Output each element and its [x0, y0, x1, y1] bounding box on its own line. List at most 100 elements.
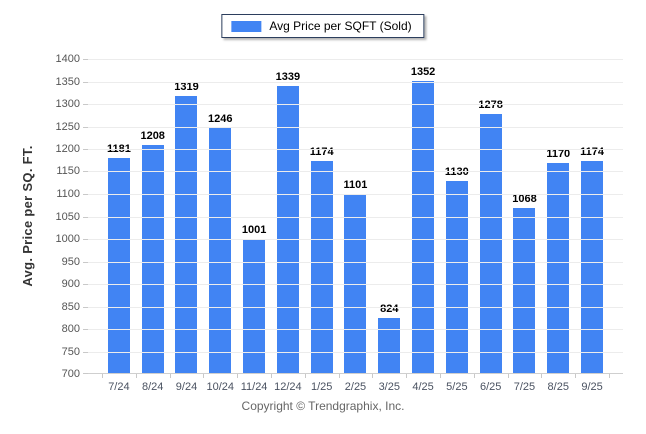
x-axis-tick-label: 1/25 [310, 381, 333, 393]
x-axis-tick [440, 374, 441, 378]
x-axis-tick [372, 374, 374, 378]
y-axis-tick-labels: 700 750 800 850 900 950 1000 1050 1100 1150 1200 12… [36, 53, 82, 380]
gridline [88, 352, 623, 353]
x-axis-tick-label: 6/25 [479, 381, 502, 393]
y-axis-tick [83, 127, 88, 128]
x-axis-tick [304, 374, 306, 378]
y-axis-tick [83, 262, 88, 263]
x-axis-tick [237, 374, 239, 378]
x-axis-tick-label: 4/25 [412, 381, 434, 393]
gridline [88, 171, 623, 172]
bar-12/24 [276, 86, 299, 374]
bar-11/24 [243, 238, 266, 374]
y-axis-tick [83, 171, 88, 172]
y-axis-tick [83, 194, 88, 195]
x-axis-tick-label: 12/24 [274, 381, 302, 393]
bar-value-label: 1246 [208, 113, 233, 126]
bar-slot: 1181 [102, 59, 136, 374]
copyright-text: Copyright © Trendgraphix, Inc. [241, 399, 405, 413]
y-axis-tick [83, 284, 88, 285]
x-axis-tick [541, 374, 543, 378]
x-axis-tick [473, 374, 475, 378]
gridline [88, 127, 623, 128]
x-axis-tick-label: 11/24 [240, 381, 268, 393]
bar-value-label: 1101 [343, 178, 368, 191]
y-axis-tick [83, 217, 88, 218]
y-axis-tick-label: 1250 [55, 121, 80, 133]
y-axis-tick-label: 1300 [55, 98, 80, 110]
bar-slot: 1208 [136, 59, 170, 374]
y-axis-tick [83, 149, 88, 150]
gridline [88, 217, 623, 218]
y-axis-tick [83, 352, 88, 353]
x-axis-tick [271, 374, 272, 378]
bar-9/25 [581, 160, 604, 374]
gridline [88, 59, 623, 60]
x-axis-tick-label: 3/25 [378, 381, 400, 393]
bar-3/25 [378, 318, 401, 374]
bar-slot: 1068 [508, 59, 542, 374]
y-axis-tick-label: 1050 [55, 211, 80, 223]
bar-7/24 [107, 157, 130, 374]
y-axis-tick-label: 850 [61, 301, 80, 313]
x-axis-tick [609, 374, 610, 378]
y-axis-tick [83, 59, 88, 60]
y-axis-tick [83, 373, 88, 374]
x-axis-line [84, 373, 623, 374]
gridline [88, 284, 623, 285]
y-axis-tick-label: 1150 [56, 165, 80, 177]
y-axis-tick-label: 1400 [55, 53, 80, 65]
y-axis-tick [83, 307, 88, 308]
bar-slot: 1319 [170, 59, 204, 374]
bar-slot: 1101 [339, 59, 373, 374]
y-axis-tick-label: 1000 [55, 233, 80, 245]
bar-value-label: 1174 [309, 145, 334, 158]
y-axis-tick-label: 1350 [55, 76, 80, 88]
y-axis-tick [83, 104, 88, 105]
bar-value-label: 1174 [580, 145, 604, 158]
bar-slot: 1246 [203, 59, 237, 374]
legend-label: Avg Price per SQFT (Sold) [269, 19, 412, 33]
bar-4/25 [412, 80, 435, 374]
bar-value-label: 824 [380, 303, 399, 316]
bar-value-label: 1352 [410, 65, 436, 78]
bar-slot: 1352 [406, 59, 440, 374]
bar-1/25 [310, 160, 333, 374]
x-axis-tick [338, 374, 340, 378]
bar-8/24 [141, 145, 164, 374]
bar-value-label: 1339 [275, 71, 301, 84]
x-axis-tick [575, 374, 577, 378]
bars-row: 1181 1208 1319 1246 1001 1339 1174 1101 824 1352 1… [88, 59, 623, 374]
bar-value-label: 1068 [512, 193, 537, 206]
bar-7/25 [513, 208, 536, 374]
bar-5/25 [445, 180, 468, 374]
x-axis-tick [406, 374, 408, 378]
bar-9/24 [175, 95, 198, 374]
x-axis-tick [102, 374, 103, 378]
x-axis-tick [203, 374, 205, 378]
y-axis-tick [83, 329, 88, 330]
x-axis-tick-labels: 7/24 8/24 9/24 10/24 11/24 12/24 1/25 2/25 3/25 4… [88, 381, 623, 393]
bar-slot: 1174 [305, 59, 339, 374]
plot-area: 1181 1208 1319 1246 1001 1339 1174 1101 824 1352 1… [83, 59, 623, 378]
bar-value-label: 1208 [140, 130, 165, 143]
bar-slot: 824 [372, 59, 406, 374]
gridline [88, 239, 623, 240]
y-axis-tick-label: 700 [61, 368, 80, 380]
bar-value-label: 1181 [106, 142, 131, 155]
x-axis-tick-label: 9/25 [581, 381, 603, 393]
gridline [88, 262, 623, 263]
x-axis-tick-label: 5/25 [446, 381, 468, 393]
y-axis-tick [83, 239, 88, 240]
y-axis-tick-label: 950 [61, 256, 80, 268]
y-axis-tick [83, 82, 88, 83]
x-axis-tick [507, 374, 509, 378]
bar-value-label: 1319 [174, 80, 199, 93]
x-axis-tick-label: 2/25 [344, 381, 367, 393]
x-axis-tick-label: 8/24 [141, 381, 164, 393]
gridline [88, 149, 623, 150]
bar-10/24 [209, 128, 232, 374]
y-axis-tick-label: 750 [61, 346, 80, 358]
x-axis-tick-label: 10/24 [206, 381, 235, 393]
